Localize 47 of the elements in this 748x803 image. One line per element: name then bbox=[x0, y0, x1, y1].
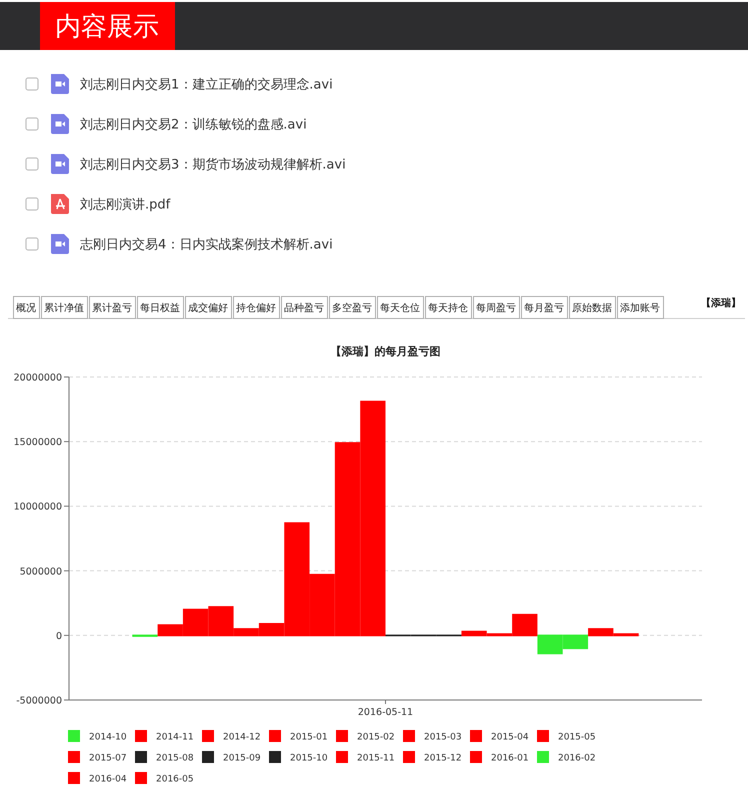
text: 每周盈亏 bbox=[476, 302, 516, 314]
y-tick-label: 20000000 bbox=[14, 372, 62, 384]
text: 刘志刚日内交易1：建立正确的交易理念.avi bbox=[80, 76, 333, 92]
legend-label: 2015-02 bbox=[357, 732, 395, 742]
text: 品种盈亏 bbox=[284, 302, 324, 314]
text: 刘志刚演讲.pdf bbox=[80, 198, 171, 212]
legend-label: 2015-11 bbox=[357, 754, 395, 764]
text: 累计净值 bbox=[44, 302, 84, 314]
legend-label: 2015-10 bbox=[290, 754, 328, 764]
legend-label: 2014-12 bbox=[223, 732, 261, 742]
text: 概况 bbox=[16, 302, 36, 314]
text: 每天持仓 bbox=[428, 302, 468, 314]
legend-label: 2014-11 bbox=[156, 732, 194, 742]
text: 累计盈亏 bbox=[92, 302, 132, 314]
y-tick-label: 10000000 bbox=[14, 502, 62, 513]
legend-label: 2016-02 bbox=[558, 754, 596, 764]
text: 刘志刚日内交易3：期货市场波动规律解析.avi bbox=[80, 156, 346, 172]
text: 【添瑞】 bbox=[701, 297, 741, 309]
text: 每月盈亏 bbox=[524, 302, 564, 314]
legend-label: 2015-12 bbox=[424, 754, 462, 764]
y-tick-label: 0 bbox=[56, 630, 62, 642]
legend-label: 2015-05 bbox=[558, 732, 596, 742]
text: 刘志刚日内交易2：训练敏锐的盘感.avi bbox=[80, 116, 307, 132]
text: 成交偏好 bbox=[188, 302, 228, 314]
legend-label: 2015-04 bbox=[491, 732, 529, 742]
y-tick-label: -5000000 bbox=[16, 696, 62, 706]
text: 每日权益 bbox=[140, 302, 180, 314]
legend-label: 2014-10 bbox=[89, 732, 127, 742]
text: 志刚日内交易4：日内实战案例技术解析.avi bbox=[80, 236, 333, 252]
legend-label: 2016-05 bbox=[156, 774, 194, 784]
text: 持仓偏好 bbox=[236, 302, 276, 314]
legend-label: 2015-01 bbox=[290, 732, 328, 742]
y-tick-label: 15000000 bbox=[14, 437, 62, 448]
text: 每天仓位 bbox=[380, 302, 420, 314]
text: 添加账号 bbox=[620, 302, 660, 314]
y-tick-label: 5000000 bbox=[20, 566, 62, 578]
legend-label: 2015-07 bbox=[89, 754, 127, 764]
text: 多空盈亏 bbox=[332, 302, 372, 314]
legend-label: 2015-03 bbox=[424, 732, 462, 742]
text: 内容展示 bbox=[55, 12, 159, 42]
chart-title: 【添瑞】的每月盈亏图 bbox=[330, 345, 440, 358]
x-tick-label: 2016-05-11 bbox=[358, 707, 414, 718]
legend-label: 2015-08 bbox=[156, 754, 194, 764]
text: 原始数据 bbox=[572, 302, 612, 314]
legend-label: 2015-09 bbox=[223, 754, 261, 764]
legend-label: 2016-01 bbox=[491, 754, 529, 764]
legend-label: 2016-04 bbox=[89, 774, 127, 784]
